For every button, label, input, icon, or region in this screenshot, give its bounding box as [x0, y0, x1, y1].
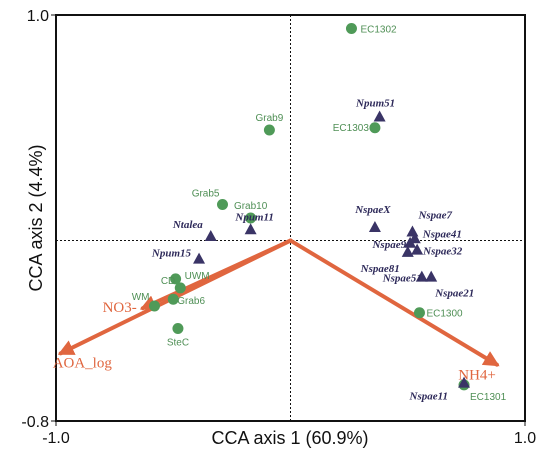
site-label: CD [161, 276, 175, 287]
site-label: Grab10 [234, 201, 268, 212]
taxon-label: Npum51 [355, 98, 395, 110]
site-label: Grab5 [192, 188, 220, 199]
taxon-label: Nspae41 [422, 228, 462, 240]
taxon-label: NspaeX [354, 204, 391, 216]
taxon-point-npum51 [373, 110, 386, 122]
site-label: EC1303 [333, 123, 370, 134]
site-label: SteC [167, 338, 189, 349]
site-label: EC1301 [470, 392, 507, 403]
site-label: Grab6 [177, 296, 205, 307]
site-label: UWM [185, 271, 210, 282]
env-vector-label: NH4+ [458, 368, 496, 384]
site-point-uwm [170, 273, 182, 285]
point-labels: NO3- AOA_log NH4+ EC1302 Grab9 EC1303 Grab5 Gra… [53, 25, 507, 403]
taxon-point-nspae21 [425, 270, 438, 282]
site-points [148, 23, 470, 391]
y-tick-label: 1.0 [27, 8, 49, 25]
taxon-point-nspaex [368, 221, 381, 233]
site-point-grab5 [216, 198, 228, 210]
taxon-point-npum11 [244, 223, 257, 235]
site-label: WM [132, 292, 150, 303]
axis-ticks: -1.0 1.0 1.0 -0.8 [21, 8, 536, 447]
y-tick-label: -0.8 [21, 414, 49, 431]
taxon-label: Nspae81 [360, 263, 400, 275]
taxon-label: Nspae11 [409, 391, 449, 403]
taxon-label: Nspae51 [382, 273, 422, 285]
site-label: Grab9 [255, 113, 283, 124]
x-axis-title: CCA axis 1 (60.9%) [211, 428, 368, 448]
taxon-label: Nspae32 [422, 246, 463, 258]
site-point-ec1300 [413, 307, 425, 319]
site-point-grab9 [263, 124, 275, 136]
env-vector-label: AOA_log [53, 355, 113, 371]
taxon-label: Npum11 [234, 211, 274, 223]
taxon-point-nspae9 [404, 236, 417, 248]
site-point-cd [174, 282, 186, 294]
taxon-point-ntalea [204, 230, 217, 242]
x-tick-label: -1.0 [42, 430, 70, 447]
plot-frame [55, 14, 526, 422]
site-label: EC1300 [426, 309, 463, 320]
taxon-label: Ntalea [172, 219, 203, 231]
site-label: EC1302 [360, 25, 397, 36]
site-point-ec1303 [369, 122, 381, 134]
x-tick-label: 1.0 [514, 430, 536, 447]
taxon-label: Nspae9 [371, 239, 406, 251]
taxon-point-nspae51 [415, 270, 428, 282]
site-point-ec1302 [345, 23, 357, 35]
taxa-points [193, 110, 471, 388]
taxon-label: Nspae7 [417, 210, 452, 222]
site-point-wm [148, 300, 160, 312]
y-axis-title: CCA axis 2 (4.4%) [26, 144, 46, 291]
env-vector-nh4 [288, 238, 500, 367]
site-point-stec [172, 323, 184, 335]
taxon-label: Npum15 [151, 248, 192, 260]
taxon-point-nspae11 [458, 376, 471, 388]
site-point-grab6 [167, 293, 179, 305]
taxon-point-nspae32 [411, 243, 424, 255]
taxon-point-npum15 [193, 252, 206, 264]
taxon-label: Nspae21 [434, 288, 474, 300]
env-vector-label: NO3- [103, 300, 137, 316]
site-point-grab10 [245, 212, 257, 224]
taxon-point-nspae81 [401, 245, 414, 257]
